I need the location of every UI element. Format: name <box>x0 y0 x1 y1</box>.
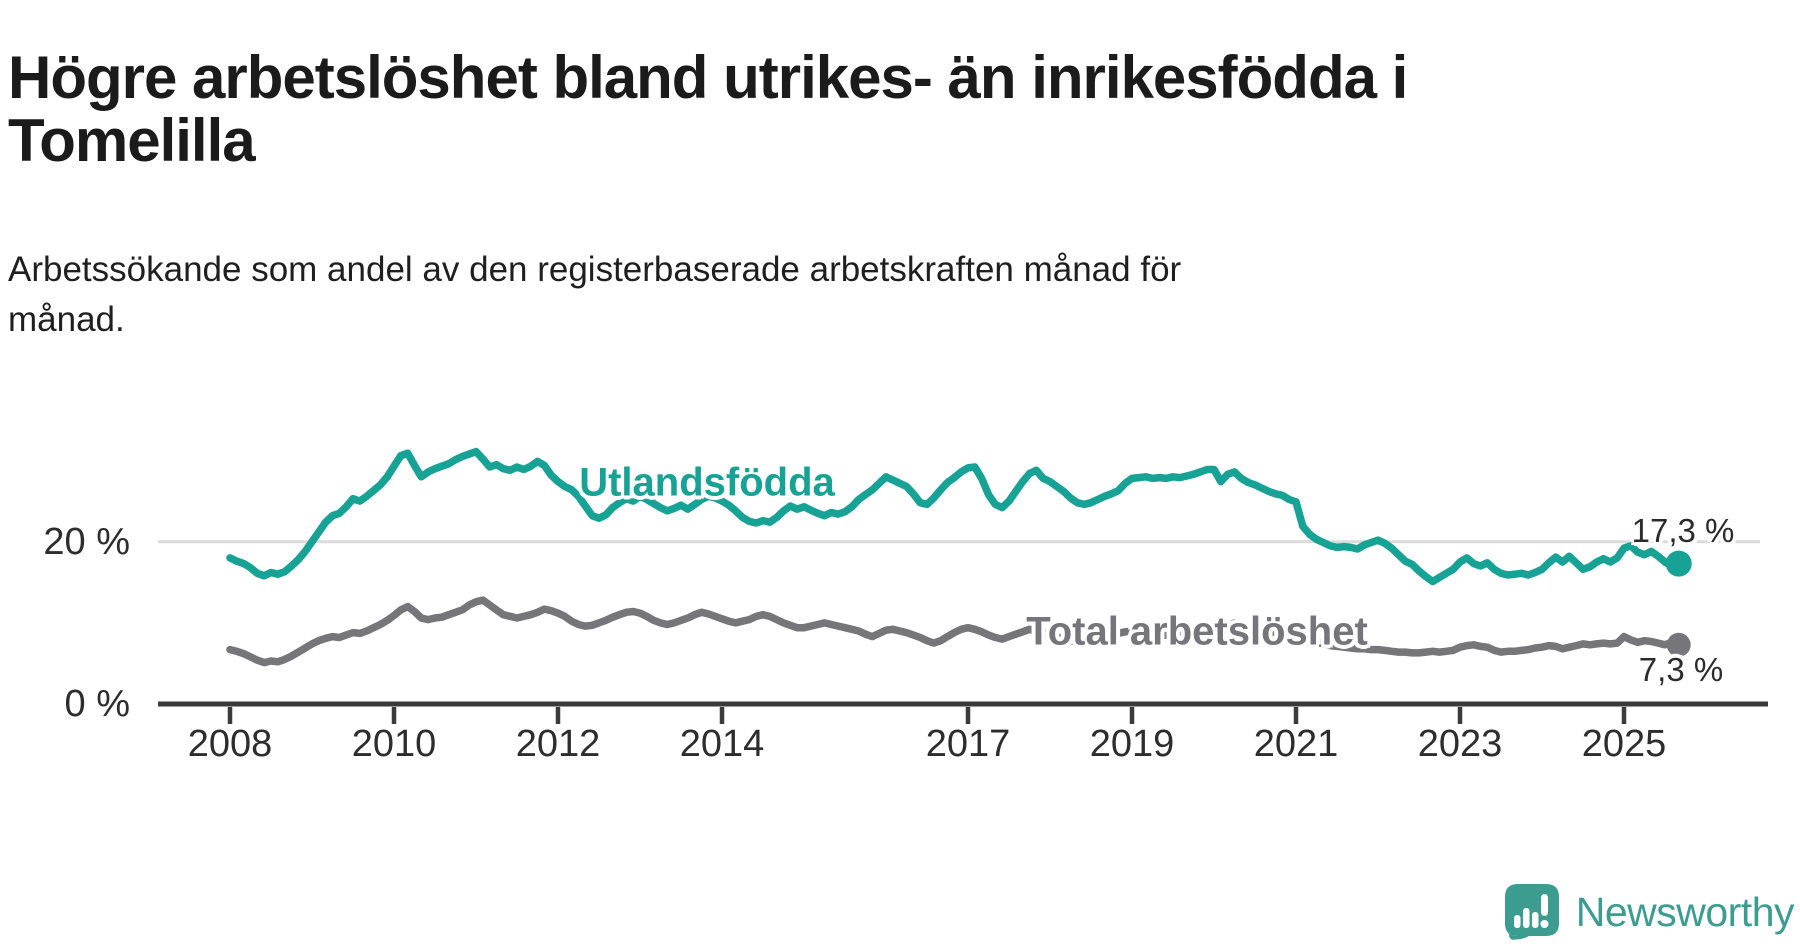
chart-subtitle-line2: månad. <box>8 300 125 339</box>
x-tick-label-2017: 2017 <box>925 723 1011 765</box>
page-title-line1: Högre arbetslöshet bland utrikes- än inr… <box>8 44 1408 112</box>
newsworthy-logo-text: Newsworthy <box>1575 888 1795 935</box>
x-tick-label-2012: 2012 <box>515 723 601 765</box>
y-tick-label-0: 0 % <box>64 683 130 725</box>
series-label-utlandsfodda: Utlandsfödda <box>579 460 835 505</box>
page-title: Högre arbetslöshet bland utrikes- än inr… <box>8 46 1568 172</box>
page-title-line2: Tomelilla <box>8 107 256 175</box>
newsworthy-logo: Newsworthy <box>1504 884 1795 940</box>
chart-subtitle-line1: Arbetssökande som andel av den registerb… <box>8 250 1182 289</box>
newsworthy-logo-icon <box>1504 884 1559 940</box>
x-tick-label-2019: 2019 <box>1089 723 1175 765</box>
series-label-total-arbetsloshet: Total arbetslöshet <box>1026 609 1368 654</box>
y-tick-label-20: 20 % <box>43 520 130 563</box>
chart-subtitle: Arbetssökande som andel av den registerb… <box>8 245 1568 345</box>
series-line-total <box>226 596 1683 667</box>
x-tick-label-2008: 2008 <box>187 723 273 765</box>
x-tick-label-2014: 2014 <box>679 723 765 765</box>
end-value-label-utlandsfodda: 17,3 % <box>1631 512 1735 549</box>
series-end-dot-total <box>1666 632 1691 657</box>
x-tick-label-2023: 2023 <box>1417 723 1503 765</box>
end-value-label-total: 7,3 % <box>1638 651 1724 688</box>
series-end-dot-utlandsfodda <box>1665 550 1692 577</box>
x-tick-label-2010: 2010 <box>351 723 437 765</box>
x-tick-label-2021: 2021 <box>1253 723 1339 765</box>
x-tick-label-2025: 2025 <box>1581 723 1667 765</box>
series-line-utlandsfodda <box>226 447 1683 586</box>
